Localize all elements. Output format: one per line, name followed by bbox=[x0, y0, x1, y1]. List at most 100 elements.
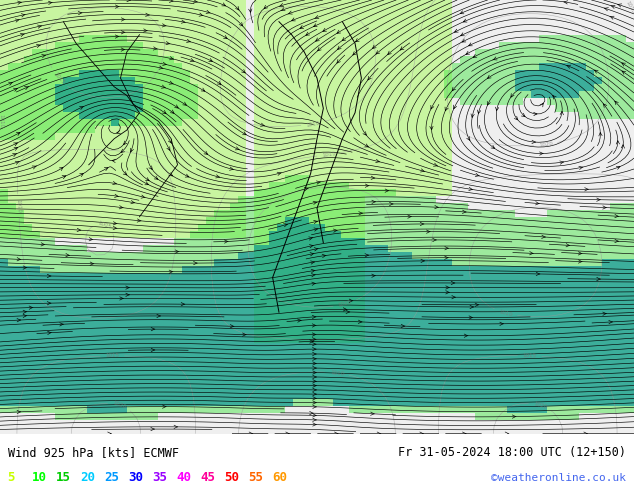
FancyArrowPatch shape bbox=[313, 418, 316, 421]
FancyArrowPatch shape bbox=[131, 148, 134, 152]
Text: Fr 31-05-2024 18:00 UTC (12+150): Fr 31-05-2024 18:00 UTC (12+150) bbox=[398, 446, 626, 459]
FancyArrowPatch shape bbox=[368, 76, 372, 80]
FancyArrowPatch shape bbox=[578, 260, 582, 263]
FancyArrowPatch shape bbox=[610, 16, 614, 19]
FancyArrowPatch shape bbox=[137, 219, 141, 222]
FancyArrowPatch shape bbox=[181, 20, 185, 23]
FancyArrowPatch shape bbox=[311, 261, 314, 264]
FancyArrowPatch shape bbox=[377, 432, 381, 435]
FancyArrowPatch shape bbox=[371, 176, 375, 179]
FancyArrowPatch shape bbox=[491, 145, 495, 148]
FancyArrowPatch shape bbox=[288, 11, 292, 14]
FancyArrowPatch shape bbox=[115, 194, 119, 197]
FancyArrowPatch shape bbox=[595, 70, 598, 74]
FancyArrowPatch shape bbox=[373, 45, 376, 49]
FancyArrowPatch shape bbox=[77, 228, 81, 232]
FancyArrowPatch shape bbox=[451, 281, 455, 285]
FancyArrowPatch shape bbox=[337, 30, 340, 33]
FancyArrowPatch shape bbox=[15, 161, 20, 164]
FancyArrowPatch shape bbox=[529, 251, 533, 255]
FancyArrowPatch shape bbox=[389, 202, 393, 206]
FancyArrowPatch shape bbox=[461, 33, 464, 36]
FancyArrowPatch shape bbox=[115, 35, 119, 38]
FancyArrowPatch shape bbox=[309, 237, 313, 240]
FancyArrowPatch shape bbox=[112, 159, 115, 163]
FancyArrowPatch shape bbox=[313, 371, 316, 374]
FancyArrowPatch shape bbox=[310, 340, 314, 343]
FancyArrowPatch shape bbox=[313, 388, 316, 392]
FancyArrowPatch shape bbox=[313, 347, 316, 351]
FancyArrowPatch shape bbox=[385, 189, 389, 192]
FancyArrowPatch shape bbox=[119, 206, 123, 209]
Text: 15: 15 bbox=[56, 471, 71, 484]
FancyArrowPatch shape bbox=[512, 415, 516, 418]
FancyArrowPatch shape bbox=[162, 405, 166, 408]
FancyArrowPatch shape bbox=[224, 240, 228, 243]
FancyArrowPatch shape bbox=[21, 14, 25, 17]
FancyArrowPatch shape bbox=[162, 62, 167, 66]
FancyArrowPatch shape bbox=[536, 202, 540, 205]
Text: 1020: 1020 bbox=[533, 401, 548, 410]
FancyArrowPatch shape bbox=[505, 432, 509, 435]
FancyArrowPatch shape bbox=[445, 107, 448, 111]
FancyArrowPatch shape bbox=[313, 362, 316, 365]
FancyArrowPatch shape bbox=[584, 432, 588, 435]
FancyArrowPatch shape bbox=[560, 111, 564, 115]
FancyArrowPatch shape bbox=[206, 10, 210, 13]
FancyArrowPatch shape bbox=[190, 58, 195, 62]
FancyArrowPatch shape bbox=[314, 228, 318, 231]
FancyArrowPatch shape bbox=[183, 102, 186, 105]
FancyArrowPatch shape bbox=[452, 295, 456, 299]
FancyArrowPatch shape bbox=[500, 322, 503, 325]
FancyArrowPatch shape bbox=[337, 46, 341, 49]
FancyArrowPatch shape bbox=[553, 96, 556, 99]
FancyArrowPatch shape bbox=[286, 432, 290, 435]
FancyArrowPatch shape bbox=[353, 51, 356, 55]
FancyArrowPatch shape bbox=[151, 348, 155, 352]
Text: 45: 45 bbox=[200, 471, 216, 484]
FancyArrowPatch shape bbox=[578, 252, 582, 255]
FancyArrowPatch shape bbox=[462, 210, 466, 214]
FancyArrowPatch shape bbox=[313, 367, 316, 369]
Text: 1010: 1010 bbox=[330, 370, 344, 376]
FancyArrowPatch shape bbox=[309, 245, 313, 248]
FancyArrowPatch shape bbox=[445, 246, 449, 250]
FancyArrowPatch shape bbox=[316, 181, 321, 184]
FancyArrowPatch shape bbox=[20, 33, 25, 37]
FancyArrowPatch shape bbox=[17, 318, 21, 322]
FancyArrowPatch shape bbox=[375, 159, 380, 163]
FancyArrowPatch shape bbox=[23, 266, 27, 269]
FancyArrowPatch shape bbox=[532, 140, 536, 144]
FancyArrowPatch shape bbox=[121, 18, 125, 21]
FancyArrowPatch shape bbox=[48, 274, 51, 278]
FancyArrowPatch shape bbox=[169, 270, 173, 273]
FancyArrowPatch shape bbox=[460, 11, 464, 14]
FancyArrowPatch shape bbox=[242, 333, 247, 336]
FancyArrowPatch shape bbox=[322, 254, 326, 258]
FancyArrowPatch shape bbox=[66, 253, 70, 257]
FancyArrowPatch shape bbox=[521, 113, 525, 117]
FancyArrowPatch shape bbox=[604, 104, 607, 107]
FancyArrowPatch shape bbox=[162, 110, 166, 114]
FancyArrowPatch shape bbox=[8, 82, 13, 85]
FancyArrowPatch shape bbox=[603, 206, 607, 209]
FancyArrowPatch shape bbox=[420, 432, 424, 435]
FancyArrowPatch shape bbox=[313, 397, 316, 400]
FancyArrowPatch shape bbox=[127, 0, 131, 2]
FancyArrowPatch shape bbox=[186, 39, 191, 43]
FancyArrowPatch shape bbox=[313, 380, 316, 383]
FancyArrowPatch shape bbox=[488, 101, 490, 105]
FancyArrowPatch shape bbox=[297, 319, 301, 322]
FancyArrowPatch shape bbox=[314, 220, 318, 223]
FancyArrowPatch shape bbox=[80, 173, 84, 176]
Text: Wind 925 hPa [kts] ECMWF: Wind 925 hPa [kts] ECMWF bbox=[8, 446, 179, 459]
FancyArrowPatch shape bbox=[408, 215, 411, 218]
FancyArrowPatch shape bbox=[452, 87, 456, 91]
Text: 1015: 1015 bbox=[105, 353, 119, 358]
FancyArrowPatch shape bbox=[113, 226, 117, 230]
FancyArrowPatch shape bbox=[23, 314, 27, 318]
FancyArrowPatch shape bbox=[121, 31, 125, 34]
FancyArrowPatch shape bbox=[145, 182, 148, 185]
FancyArrowPatch shape bbox=[141, 195, 145, 198]
FancyArrowPatch shape bbox=[313, 392, 316, 396]
